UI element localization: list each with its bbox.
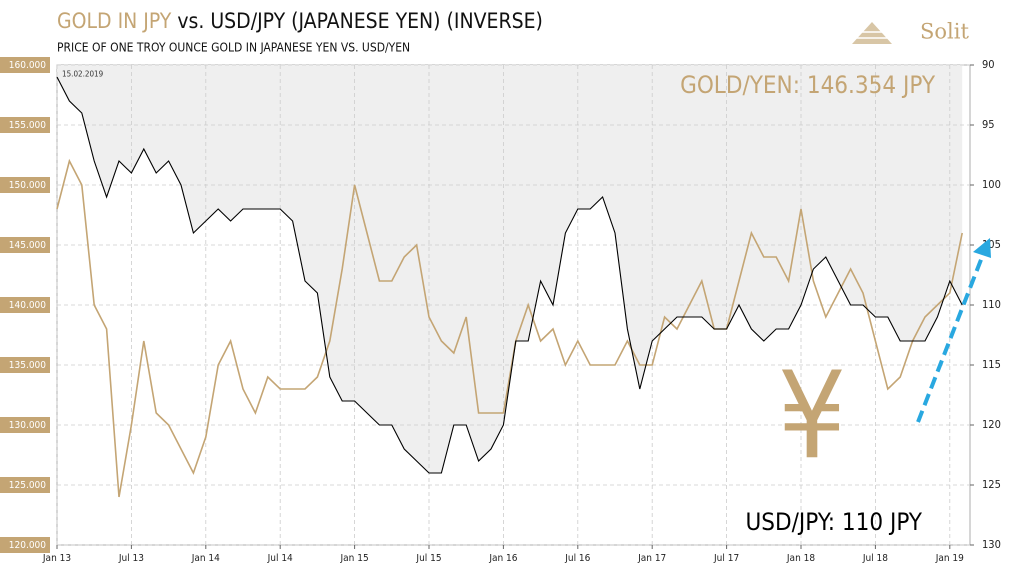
x-tick-label: Jan 17 xyxy=(637,553,666,564)
x-tick-label: Jul 15 xyxy=(415,553,441,564)
trend-arrow xyxy=(916,251,986,423)
y2-tick-label: 100 xyxy=(982,178,1001,191)
y-tick-bg xyxy=(0,297,50,313)
chart-title: GOLD IN JPY vs. USD/JPY (JAPANESE YEN) (I… xyxy=(57,9,543,33)
y-tick-label: 145.000 xyxy=(9,240,46,251)
logo-text: Solit xyxy=(920,20,969,44)
x-tick-label: Jul 18 xyxy=(862,553,888,564)
y-tick-label: 160.000 xyxy=(9,60,46,71)
x-tick-label: Jan 13 xyxy=(42,553,71,564)
y-tick-label: 150.000 xyxy=(9,180,46,191)
y-tick-bg xyxy=(0,117,50,133)
series-line xyxy=(56,158,963,498)
y-tick-bg xyxy=(0,57,50,73)
y-tick-bg xyxy=(0,177,50,193)
x-tick-label: Jan 19 xyxy=(935,553,964,564)
series-line xyxy=(56,76,963,474)
y2-tick-label: 90 xyxy=(982,58,995,71)
x-tick-label: Jan 16 xyxy=(488,553,517,564)
x-tick-label: Jul 16 xyxy=(564,553,590,564)
y-tick-bg xyxy=(0,237,50,253)
y-tick-bg xyxy=(0,357,50,373)
y2-tick-label: 125 xyxy=(982,478,1001,491)
x-tick-label: Jul 13 xyxy=(118,553,144,564)
yen-symbol: ¥ xyxy=(778,348,847,487)
y-tick-label: 135.000 xyxy=(9,360,46,371)
logo-mark xyxy=(852,22,892,44)
annotation: USD/JPY: 110 JPY xyxy=(745,508,922,536)
y-tick-label: 130.000 xyxy=(9,420,46,431)
y2-tick-label: 110 xyxy=(982,298,1001,311)
y2-tick-label: 95 xyxy=(982,118,995,131)
y2-tick-label: 120 xyxy=(982,418,1001,431)
y2-tick-label: 115 xyxy=(982,358,1001,371)
y-tick-bg xyxy=(0,537,50,553)
date-note: 15.02.2019 xyxy=(62,70,104,79)
title-part: vs. USD/JPY (JAPANESE YEN) (INVERSE) xyxy=(177,9,543,33)
y-tick-bg xyxy=(0,417,50,433)
arrow-head xyxy=(973,238,991,258)
area xyxy=(57,65,963,473)
x-tick-label: Jul 14 xyxy=(267,553,293,564)
title-part: GOLD IN JPY xyxy=(57,9,172,33)
y2-tick-label: 130 xyxy=(982,538,1001,551)
y-tick-label: 155.000 xyxy=(9,120,46,131)
annotation: GOLD/YEN: 146.354 JPY xyxy=(680,71,936,99)
logo: Solit xyxy=(852,20,969,44)
x-tick-label: Jan 15 xyxy=(340,553,369,564)
x-tick-label: Jan 14 xyxy=(191,553,220,564)
x-tick-label: Jul 17 xyxy=(713,553,739,564)
x-tick-label: Jan 18 xyxy=(786,553,815,564)
y-tick-label: 140.000 xyxy=(9,300,46,311)
y-tick-bg xyxy=(0,477,50,493)
y-tick-label: 120.000 xyxy=(9,540,46,551)
subtitle: PRICE OF ONE TROY OUNCE GOLD IN JAPANESE… xyxy=(57,41,410,55)
y-tick-label: 125.000 xyxy=(9,480,46,491)
